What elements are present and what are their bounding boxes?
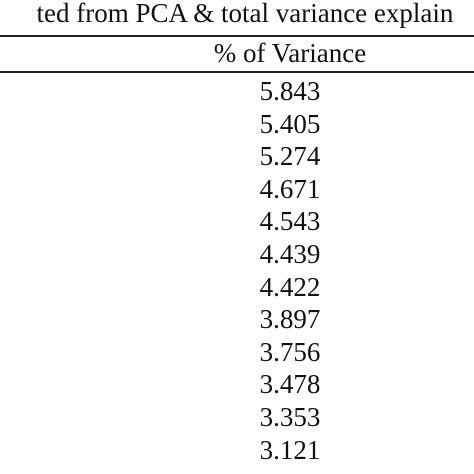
table-cell-variance: 4.543: [259, 206, 321, 237]
table-cell-variance: 4.439: [259, 238, 321, 269]
table-cell-variance: 4.671: [259, 173, 321, 204]
table-cell-variance: 4.422: [259, 271, 321, 302]
column-header-variance: % of Variance: [213, 38, 367, 68]
table-cell-variance: 5.843: [259, 76, 321, 106]
table-cell-variance: 5.405: [259, 108, 321, 139]
variance-values-list: 5.843 5.405 5.274 4.671 4.543 4.439 4.42…: [190, 75, 390, 466]
table-cell-variance: 3.478: [259, 369, 321, 400]
table-cell-variance: 3.121: [259, 434, 321, 465]
table-top-rule: [0, 35, 474, 37]
table-caption: ted from PCA & total variance explain: [36, 0, 454, 28]
table-cell-variance: 3.756: [259, 336, 321, 367]
table-header-rule: [0, 71, 474, 73]
table-cell-variance: 3.897: [259, 304, 321, 335]
table-cell-variance: 5.274: [259, 141, 321, 172]
table-cell-variance: 3.353: [259, 401, 321, 432]
